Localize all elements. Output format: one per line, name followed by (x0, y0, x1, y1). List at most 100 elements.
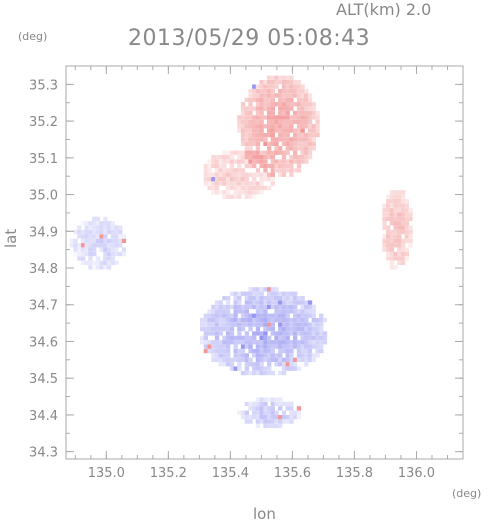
radar-cell (233, 366, 238, 371)
radar-cell (226, 190, 231, 195)
radar-cell (311, 331, 316, 336)
radar-cell (77, 251, 82, 257)
radar-cell (274, 102, 279, 107)
radar-cell (311, 110, 316, 116)
radar-cell (300, 159, 305, 164)
radar-cell (233, 313, 238, 318)
radar-cell (252, 177, 257, 182)
radar-cell (240, 181, 246, 186)
radar-cell (278, 291, 283, 296)
radar-cell (281, 159, 287, 164)
radar-cell (84, 238, 89, 243)
radar-cell (222, 172, 227, 177)
radar-cell (73, 243, 78, 248)
radar-cell (218, 348, 223, 354)
radar-cell (404, 221, 409, 226)
radar-cell (207, 163, 212, 169)
radar-cell (207, 185, 212, 191)
radar-cell (203, 181, 208, 186)
radar-cell (304, 326, 309, 332)
radar-cell (106, 243, 112, 248)
radar-cell (389, 212, 395, 217)
radar-cell (255, 344, 261, 349)
radar-cell (248, 181, 253, 186)
radar-cell (229, 318, 235, 323)
radar-cell (278, 150, 283, 155)
radar-cell (274, 415, 279, 420)
radar-cell (240, 177, 246, 182)
radar-cell (222, 353, 227, 358)
radar-cell (311, 128, 316, 133)
radar-cell (300, 93, 305, 98)
radar-cell (88, 247, 93, 252)
radar-cell (248, 304, 253, 310)
x-tick-label: 135.0 (88, 466, 125, 481)
radar-cell (401, 203, 406, 208)
radar-cell (293, 296, 298, 301)
radar-cell (278, 159, 283, 164)
radar-cell (300, 84, 305, 89)
radar-cell (252, 401, 257, 407)
radar-cell (110, 251, 115, 257)
radar-cell (319, 335, 324, 340)
radar-cell (296, 340, 302, 345)
radar-cell (211, 163, 216, 169)
radar-cell (211, 177, 216, 182)
radar-cell (300, 110, 305, 116)
radar-cell (259, 340, 264, 345)
radar-cell (307, 322, 313, 327)
radar-cell (307, 348, 313, 354)
radar-cell (281, 88, 287, 94)
radar-cell (233, 344, 238, 349)
radar-cell (88, 243, 93, 248)
radar-cell (278, 313, 283, 318)
radar-cell (73, 247, 78, 252)
radar-cell (259, 185, 264, 191)
radar-cell (386, 247, 391, 252)
radar-cell (233, 185, 238, 191)
radar-cell (255, 415, 261, 420)
radar-cell (259, 318, 264, 323)
radar-cell (278, 75, 283, 80)
radar-cell (255, 93, 261, 98)
radar-cell (311, 304, 316, 310)
radar-cell (237, 128, 242, 133)
radar-cell (121, 251, 127, 257)
radar-cell (267, 132, 272, 138)
radar-cell (281, 366, 287, 371)
radar-cell (252, 406, 257, 411)
radar-cell (267, 80, 272, 85)
radar-cell (300, 309, 305, 314)
radar-cell (307, 309, 313, 314)
plot-frame (65, 65, 464, 460)
radar-cell (274, 168, 279, 173)
radar-cell (300, 124, 305, 129)
radar-cell (255, 119, 261, 124)
radar-cell (114, 234, 119, 239)
radar-cell (285, 124, 290, 129)
radar-cell (386, 207, 391, 213)
radar-cell (106, 251, 112, 257)
radar-cell (211, 357, 216, 362)
radar-cell (252, 313, 257, 318)
radar-cell (263, 370, 268, 376)
radar-cell (255, 287, 261, 292)
radar-cell (307, 119, 313, 124)
radar-cell (248, 313, 253, 318)
radar-cell (270, 80, 275, 85)
radar-cell (285, 340, 290, 345)
radar-cell (203, 335, 208, 340)
radar-cell (226, 185, 231, 191)
radar-cell (248, 300, 253, 305)
radar-cell (322, 331, 328, 336)
radar-cell (281, 102, 287, 107)
radar-cell (397, 256, 402, 261)
radar-cell (248, 318, 253, 323)
radar-cell (259, 177, 264, 182)
radar-cell (289, 357, 294, 362)
radar-cell (255, 313, 261, 318)
radar-cell (214, 326, 220, 332)
radar-cell (304, 159, 309, 164)
radar-cell (252, 132, 257, 138)
radar-cell (315, 344, 320, 349)
